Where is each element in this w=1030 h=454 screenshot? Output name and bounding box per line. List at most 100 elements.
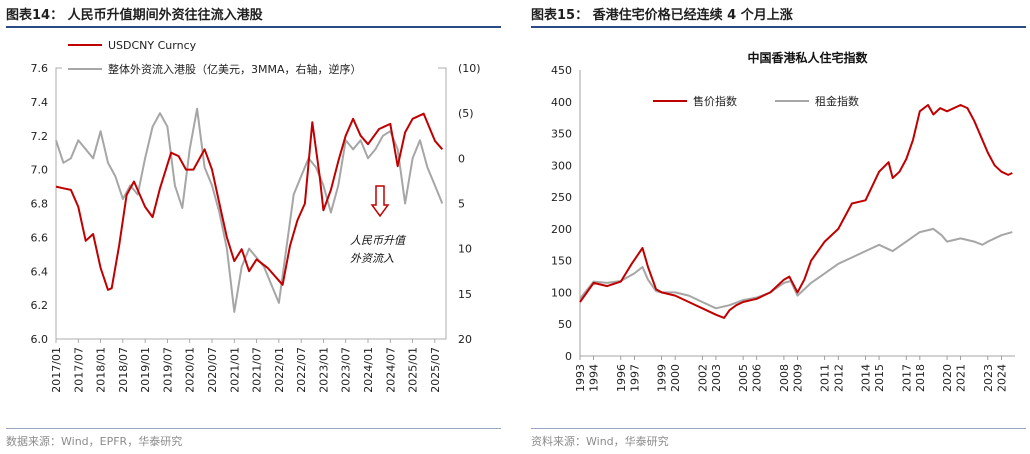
left-x-tick-label: 2017/07 [72, 347, 85, 393]
left-chart: 6.0 6.2 6.4 6.6 6.8 7.0 7.2 7.4 7.6 20 15 10 5 0 (5) (… [31, 37, 481, 393]
left-y-tick-label: 6.8 [31, 198, 49, 211]
left-x-tick-label: 2022/07 [295, 347, 308, 393]
left-y-tick-label: 7.0 [31, 164, 49, 177]
left-x-axis-ticks: 2017/01 2017/07 2018/01 2018/07 2019/01 2019/… [50, 339, 442, 393]
right-x-tick-label: 2002 [696, 364, 709, 392]
right-source-divider [531, 428, 1026, 429]
legend-label: USDCNY Curncy [108, 39, 197, 52]
left-x-tick-label: 2020/07 [206, 347, 219, 393]
right-y-tick-label: 15 [458, 288, 472, 301]
right-y-tick-label: (10) [458, 62, 481, 75]
right-y-tick-label: (5) [458, 107, 474, 120]
right-source-note: 资料来源：Wind，华泰研究 [531, 435, 669, 448]
right-x-tick-label: 1997 [628, 364, 641, 392]
left-x-tick-label: 2019/07 [161, 347, 174, 393]
left-x-tick-label: 2017/01 [50, 347, 63, 393]
right-x-tick-label: 1999 [656, 364, 669, 392]
right-x-tick-label: 2014 [859, 364, 872, 392]
sale-price-index-line [579, 104, 1013, 319]
left-x-tick-label: 2021/01 [228, 347, 241, 393]
right-y-tick-label: 0 [458, 152, 465, 165]
left-x-tick-label: 2025/01 [407, 347, 420, 393]
right-series-group [579, 104, 1013, 319]
foreign-inflow-line [55, 107, 444, 313]
right-y-tick-label: 200 [551, 223, 572, 236]
left-figure-title: 图表14： 人民币升值期间外资往往流入港股 [6, 8, 263, 23]
right-x-tick-label: 2008 [778, 364, 791, 392]
left-x-tick-label: 2021/07 [251, 347, 264, 393]
right-y-tick-label: 350 [551, 128, 572, 141]
left-x-tick-label: 2024/01 [362, 347, 375, 393]
right-figure-panel: 图表15： 香港住宅价格已经连续 4 个月上涨 0 50 100 150 200 250 3… [525, 0, 1030, 454]
right-x-tick-label: 2009 [792, 364, 805, 392]
right-y-tick-label: 10 [458, 243, 472, 256]
right-figure-title: 图表15： 香港住宅价格已经连续 4 个月上涨 [531, 8, 793, 23]
right-y-tick-label: 400 [551, 96, 572, 109]
left-y-tick-label: 6.4 [31, 265, 49, 278]
right-y-axis-ticks: 20 15 10 5 0 (5) (10) [458, 62, 481, 346]
left-source-note: 数据来源：Wind，EPFR，华泰研究 [6, 435, 183, 448]
right-title-divider [531, 26, 1026, 28]
right-x-tick-label: 2021 [955, 364, 968, 392]
left-y-tick-label: 6.6 [31, 231, 49, 244]
annotation-text: 外资流入 [350, 252, 394, 265]
left-legend: USDCNY Curncy 整体外资流入港股（亿美元，3MMA，右轴，逆序） [62, 37, 438, 79]
right-legend: 售价指数 租金指数 [653, 94, 859, 108]
right-x-tick-label: 1993 [574, 364, 587, 392]
legend-label: 租金指数 [815, 94, 859, 108]
right-x-tick-label: 2011 [819, 364, 832, 392]
right-x-tick-label: 1996 [615, 364, 628, 392]
right-axes [579, 70, 1015, 357]
left-series-group [55, 107, 444, 313]
right-x-tick-label: 2017 [900, 364, 913, 392]
right-y-tick-label: 100 [551, 286, 572, 299]
right-x-tick-label: 2005 [737, 364, 750, 392]
right-x-tick-label: 1994 [588, 364, 601, 392]
left-plot-frame [55, 67, 447, 340]
left-x-tick-label: 2023/07 [340, 347, 353, 393]
right-x-tick-label: 2015 [873, 364, 886, 392]
right-y-tick-label: 20 [458, 333, 472, 346]
right-chart-title-group: 中国香港私人住宅指数 [747, 50, 868, 65]
left-x-tick-label: 2022/01 [273, 347, 286, 393]
rent-index-line [579, 227, 1013, 310]
left-x-tick-label: 2020/01 [184, 347, 197, 393]
right-x-tick-label: 2003 [710, 364, 723, 392]
right-chart-x-ticks: 1993 1994 1996 1997 1999 2000 2002 2003 2005 2006… [574, 356, 1008, 392]
left-axes [55, 67, 447, 340]
left-y-tick-label: 6.2 [31, 299, 49, 312]
left-source-divider [6, 428, 501, 429]
left-x-tick-label: 2025/07 [429, 347, 442, 393]
left-x-tick-label: 2019/01 [139, 347, 152, 393]
legend-label: 整体外资流入港股（亿美元，3MMA，右轴，逆序） [108, 62, 362, 76]
right-chart-title: 中国香港私人住宅指数 [747, 50, 868, 65]
right-y-tick-label: 250 [551, 191, 572, 204]
right-y-tick-label: 300 [551, 159, 572, 172]
usdcny-line [55, 112, 444, 291]
right-x-tick-label: 2000 [669, 364, 682, 392]
left-x-tick-label: 2024/07 [384, 347, 397, 393]
right-y-tick-label: 5 [458, 198, 465, 211]
right-x-tick-label: 2018 [914, 364, 927, 392]
right-y-tick-label: 450 [551, 64, 572, 77]
annotation-text: 人民币升值 [350, 234, 407, 247]
right-x-tick-label: 2012 [832, 364, 845, 392]
down-arrow-icon [370, 185, 390, 218]
right-y-tick-label: 150 [551, 255, 572, 268]
right-chart: 0 50 100 150 200 250 300 350 400 450 1993 1994 1996… [551, 50, 1015, 392]
right-x-tick-label: 2006 [751, 364, 764, 392]
left-x-tick-label: 2023/01 [317, 347, 330, 393]
right-y-tick-label: 50 [558, 318, 572, 331]
right-y-tick-label: 0 [565, 350, 572, 363]
left-figure-panel: 图表14： 人民币升值期间外资往往流入港股 6.0 6.2 6.4 6.6 6.8 7.0… [0, 0, 505, 454]
left-y-tick-label: 7.6 [31, 62, 49, 75]
right-x-tick-label: 2020 [941, 364, 954, 392]
left-x-tick-label: 2018/07 [117, 347, 130, 393]
left-y-tick-label: 6.0 [31, 333, 49, 346]
left-title-divider [6, 26, 501, 28]
left-y-tick-label: 7.4 [31, 96, 49, 109]
left-legend-background [62, 37, 438, 79]
right-x-tick-label: 2024 [995, 364, 1008, 392]
left-y-tick-label: 7.2 [31, 130, 49, 143]
